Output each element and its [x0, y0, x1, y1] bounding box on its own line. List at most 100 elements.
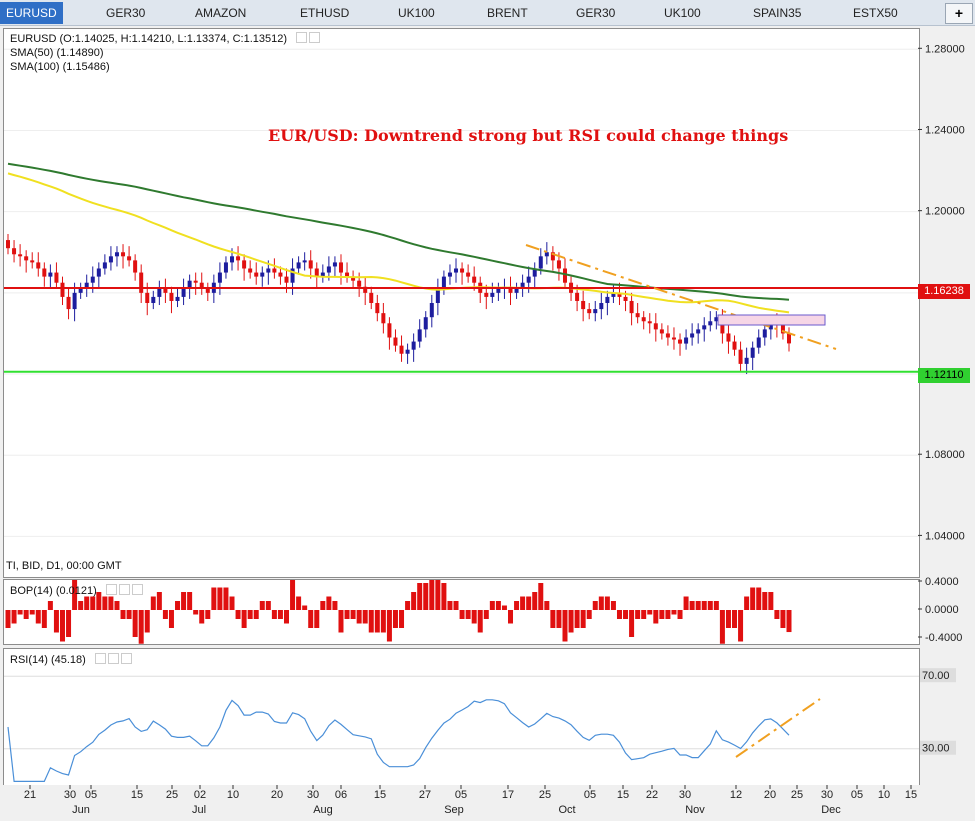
bop-bar — [526, 596, 532, 610]
candle-body — [302, 260, 307, 263]
legend-buttons-icon[interactable] — [296, 32, 322, 46]
month-label: Dec — [821, 804, 841, 816]
day-label: 15 — [905, 789, 917, 801]
bop-bar — [53, 610, 59, 633]
bop-bar — [429, 578, 435, 610]
support-price-tag: 1.12110 — [918, 368, 970, 383]
bop-bar — [671, 610, 677, 615]
bop-bar — [701, 601, 707, 610]
candle-body — [272, 268, 277, 273]
candle-body — [375, 303, 380, 314]
candle-body — [326, 266, 331, 273]
day-label: 30 — [821, 789, 833, 801]
bop-bar — [707, 601, 713, 610]
tab-ger30-2[interactable]: GER30 — [576, 6, 616, 20]
price-tick-label: 1.08000 — [925, 449, 965, 461]
candle-body — [520, 282, 525, 289]
candle-body — [381, 313, 386, 324]
day-label: 10 — [227, 789, 239, 801]
candle-body — [145, 292, 150, 303]
candle-body — [696, 329, 701, 334]
candle-body — [484, 292, 489, 297]
add-tab-button[interactable]: + — [945, 3, 973, 24]
resistance-price-tag: 1.16238 — [918, 284, 970, 299]
bop-bar — [441, 583, 447, 610]
day-label: 27 — [419, 789, 431, 801]
candle-body — [332, 262, 337, 267]
candle-body — [393, 337, 398, 346]
bop-bar — [35, 610, 41, 624]
day-label: 25 — [539, 789, 551, 801]
candle-body — [284, 276, 289, 283]
bop-bar — [356, 610, 362, 624]
bop-bar — [132, 610, 138, 637]
candle-body — [139, 272, 144, 293]
candle-body — [726, 333, 731, 342]
bop-histogram — [5, 576, 792, 644]
bop-bar — [423, 583, 429, 610]
bop-bar — [144, 610, 150, 633]
price-axis[interactable]: 1.280001.240001.200001.160001.120001.080… — [918, 28, 975, 576]
candle-body — [575, 292, 580, 301]
bop-bar — [66, 610, 72, 637]
bop-bar — [308, 610, 314, 628]
bop-bar — [277, 610, 283, 619]
time-axis[interactable]: 21 30 05 15 25 02 10 20 30 06 15 27 05 17 25 05 15 22 30 12… — [0, 785, 975, 818]
bop-bar — [138, 610, 144, 644]
candle-body — [732, 341, 737, 350]
rsi-line-chart — [4, 675, 919, 782]
bop-bar — [604, 596, 610, 610]
bop-bar — [459, 610, 465, 619]
bop-bar — [344, 610, 350, 619]
tab-brent[interactable]: BRENT — [487, 6, 528, 20]
candle-body — [671, 337, 676, 340]
candle-body — [30, 260, 35, 263]
price-tick-label: 1.24000 — [925, 124, 965, 136]
bop-bar — [217, 587, 223, 610]
month-label: Aug — [313, 804, 333, 816]
candle-body — [42, 268, 47, 277]
rsi-buttons-icon[interactable] — [94, 653, 134, 667]
day-label: 05 — [455, 789, 467, 801]
candle-body — [756, 337, 761, 348]
day-label: 30 — [307, 789, 319, 801]
candle-body — [641, 317, 646, 322]
main-chart-panel[interactable] — [3, 28, 920, 578]
month-label: Nov — [685, 804, 705, 816]
bop-bar — [17, 610, 23, 615]
bop-bar — [489, 601, 495, 610]
tab-spain35[interactable]: SPAIN35 — [753, 6, 802, 20]
candlestick-chart[interactable] — [4, 29, 919, 577]
bop-panel[interactable] — [3, 576, 920, 645]
candle-body — [496, 288, 501, 293]
candle-body — [102, 262, 107, 269]
chart-annotation: EUR/USD: Downtrend strong but RSI could … — [268, 126, 789, 145]
bop-bar — [750, 587, 756, 610]
tab-eurusd[interactable]: EURUSD — [0, 2, 63, 24]
bop-bar — [120, 610, 126, 619]
bop-bar — [568, 610, 574, 633]
candle-body — [157, 288, 162, 297]
price-tick-label: 1.20000 — [925, 206, 965, 218]
tab-uk100[interactable]: UK100 — [398, 6, 435, 20]
month-label: Sep — [444, 804, 464, 816]
tab-ethusd[interactable]: ETHUSD — [300, 6, 350, 20]
bop-bar — [338, 610, 344, 633]
bop-bar — [314, 610, 320, 628]
tab-uk100-2[interactable]: UK100 — [664, 6, 701, 20]
price-tick-label: 1.28000 — [925, 43, 965, 55]
bop-buttons-icon[interactable] — [105, 584, 145, 598]
day-label: 02 — [194, 789, 206, 801]
bop-bar — [732, 610, 738, 628]
bop-bar — [199, 610, 205, 624]
rsi-panel[interactable] — [3, 648, 920, 786]
tab-estx50[interactable]: ESTX50 — [853, 6, 898, 20]
candle-body — [363, 286, 368, 293]
bop-bar — [205, 610, 211, 619]
day-label: 17 — [502, 789, 514, 801]
tab-amazon[interactable]: AMAZON — [195, 6, 247, 20]
candle-body — [744, 357, 749, 364]
tab-ger30[interactable]: GER30 — [106, 6, 146, 20]
bop-bar — [392, 610, 398, 628]
candle-body — [290, 268, 295, 283]
